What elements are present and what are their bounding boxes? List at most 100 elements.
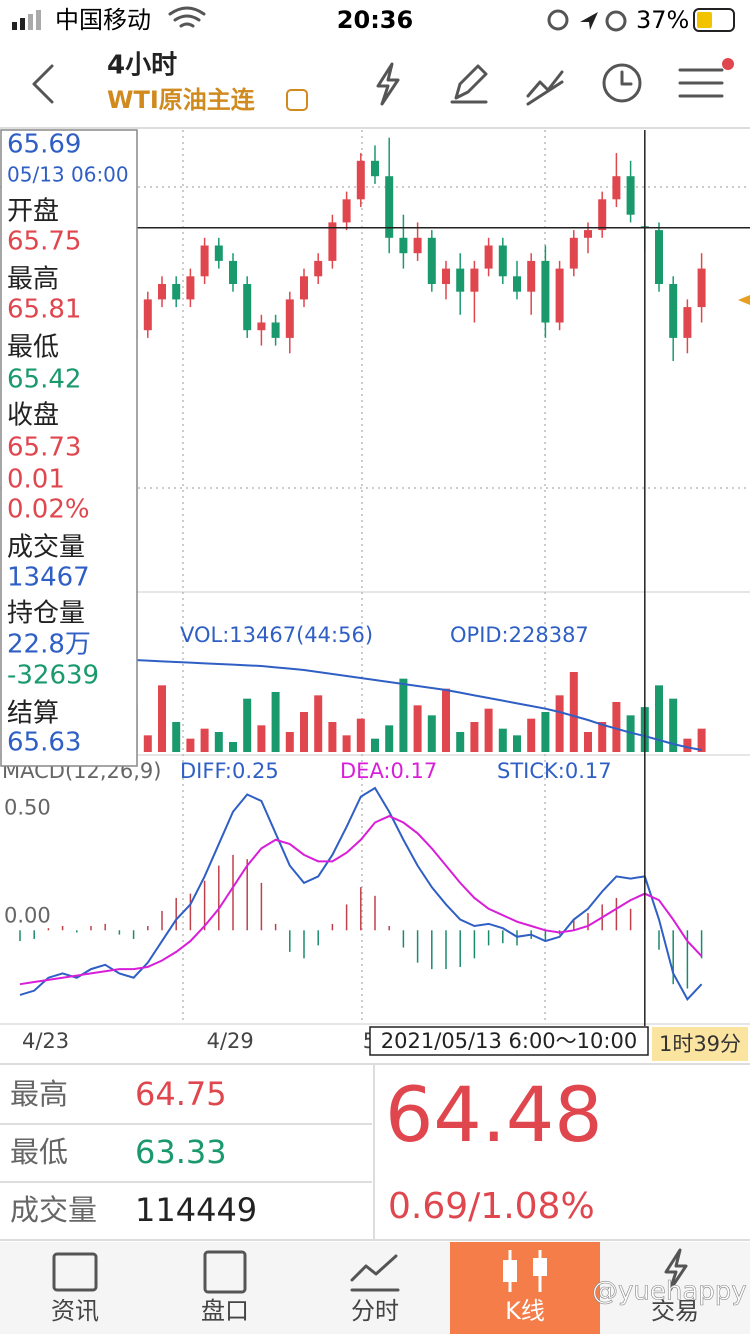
candle-body (229, 260, 237, 284)
candle-body (158, 284, 166, 300)
cursor-label: 2021/05/13 6:00～10:00 (381, 1029, 637, 1053)
volume-bar (569, 672, 578, 752)
volume-bar (186, 738, 195, 752)
history-icon[interactable] (602, 63, 642, 103)
indicator-icon[interactable] (526, 70, 564, 106)
volume-bar (555, 695, 564, 752)
candle-body (328, 222, 337, 261)
volume-bar (158, 685, 166, 752)
volume-bar (456, 732, 465, 752)
volume-bar (442, 688, 450, 752)
opid-label: OPID:228387 (450, 623, 589, 647)
signal (28, 14, 33, 30)
tab-icon (533, 1258, 547, 1276)
switch-icon[interactable] (286, 89, 308, 111)
label: 结算 (7, 699, 59, 729)
label: 最低 (10, 1135, 68, 1169)
legend-stick: STICK:0.17 (497, 759, 612, 783)
tab[interactable]: 盘口 (201, 1297, 249, 1325)
candle-body (626, 176, 635, 215)
volume-bar (371, 738, 379, 752)
volume-bar (229, 742, 237, 752)
x-tick-label: 4/29 (207, 1029, 254, 1053)
status-bar: 中国移动 20:36 37% (12, 6, 735, 34)
legend-diff: DIFF:0.25 (180, 759, 279, 783)
candle-body (527, 260, 536, 292)
menu-icon[interactable] (678, 68, 724, 98)
volume-bar (300, 712, 308, 752)
volume-bar (200, 728, 209, 752)
cursor: 2021/05/13 6:00～10:00 1时39分 (369, 1026, 748, 1061)
volume-bar (484, 708, 493, 752)
volume-bar (527, 718, 536, 752)
candle-body (456, 268, 465, 292)
label: 开盘 (7, 197, 59, 227)
draw-icon[interactable] (450, 64, 488, 104)
candle-body (598, 199, 607, 231)
quote: 最高 64.75 最低 63.33 成交量 114449 64.48 0.69/… (0, 1063, 750, 1241)
x-tick-label: 4/23 (22, 1029, 69, 1053)
macd-line (19, 786, 703, 1001)
label: 最高 (7, 265, 59, 295)
candle-body (513, 276, 521, 292)
tab-icon (664, 1248, 688, 1292)
info-panel: 65.69 05/13 06:00 开盘 65.75 最高 65.81 最低 6… (0, 129, 138, 767)
value: 65.81 (7, 295, 81, 325)
tab-bar: 资讯 盘口 分时 K线 交易 @yuehappy (0, 1242, 750, 1334)
candle-body (143, 299, 152, 331)
volume-bar (584, 732, 592, 752)
volume-bar (143, 735, 152, 752)
candle-body (285, 299, 294, 338)
panel-bg (0, 129, 138, 767)
candle-body (683, 307, 692, 338)
candle-body (655, 230, 663, 284)
value: 63.33 (135, 1133, 227, 1171)
value: 64.75 (135, 1075, 227, 1113)
volume-label: VOL:13467(44:56) (180, 623, 373, 647)
volume-bar (683, 738, 692, 752)
tab[interactable]: 分时 (351, 1297, 399, 1325)
value: 0.01 (7, 465, 65, 495)
tab-active[interactable]: K线 (505, 1297, 545, 1325)
clock: 20:36 (337, 6, 413, 34)
location-icon (580, 12, 598, 30)
candle-body (442, 268, 450, 284)
label: 收盘 (7, 401, 59, 431)
candle-body (271, 322, 280, 338)
candle-body (385, 176, 394, 238)
value: 65.63 (7, 728, 81, 758)
candle-body (399, 237, 408, 254)
volume-bar (285, 732, 294, 752)
countdown: 1时39分 (659, 1032, 741, 1056)
volume-bar (342, 735, 351, 752)
volume-bar (427, 715, 436, 752)
volume-bar (328, 722, 337, 752)
value: 0.02% (7, 495, 90, 525)
candle-body (172, 284, 181, 300)
signal (12, 22, 17, 30)
volume-bar (385, 725, 394, 752)
volume-bar (470, 722, 479, 752)
tab-active-bg (450, 1242, 600, 1334)
label: 成交量 (10, 1193, 97, 1227)
flash-icon[interactable] (376, 62, 400, 106)
macd-line (19, 814, 703, 986)
volume-bar (356, 718, 365, 752)
candle-body (470, 268, 479, 292)
signal (36, 10, 41, 30)
value: 13467 (7, 563, 90, 593)
value: 65.73 (7, 433, 81, 463)
back-button[interactable] (32, 64, 54, 104)
legend-dea: DEA:0.17 (340, 759, 437, 783)
y-tick-label: 0.00 (4, 903, 51, 927)
tab-icon (52, 1252, 98, 1292)
candle-body (612, 176, 621, 200)
tab[interactable]: 资讯 (51, 1297, 99, 1325)
volume-bar (598, 722, 607, 752)
volume-bar (513, 735, 521, 752)
volume-bar (612, 702, 621, 752)
lock-icon (547, 9, 569, 31)
price-pointer (738, 295, 750, 305)
tab[interactable]: 交易 (651, 1297, 699, 1325)
candle-body (314, 260, 323, 277)
